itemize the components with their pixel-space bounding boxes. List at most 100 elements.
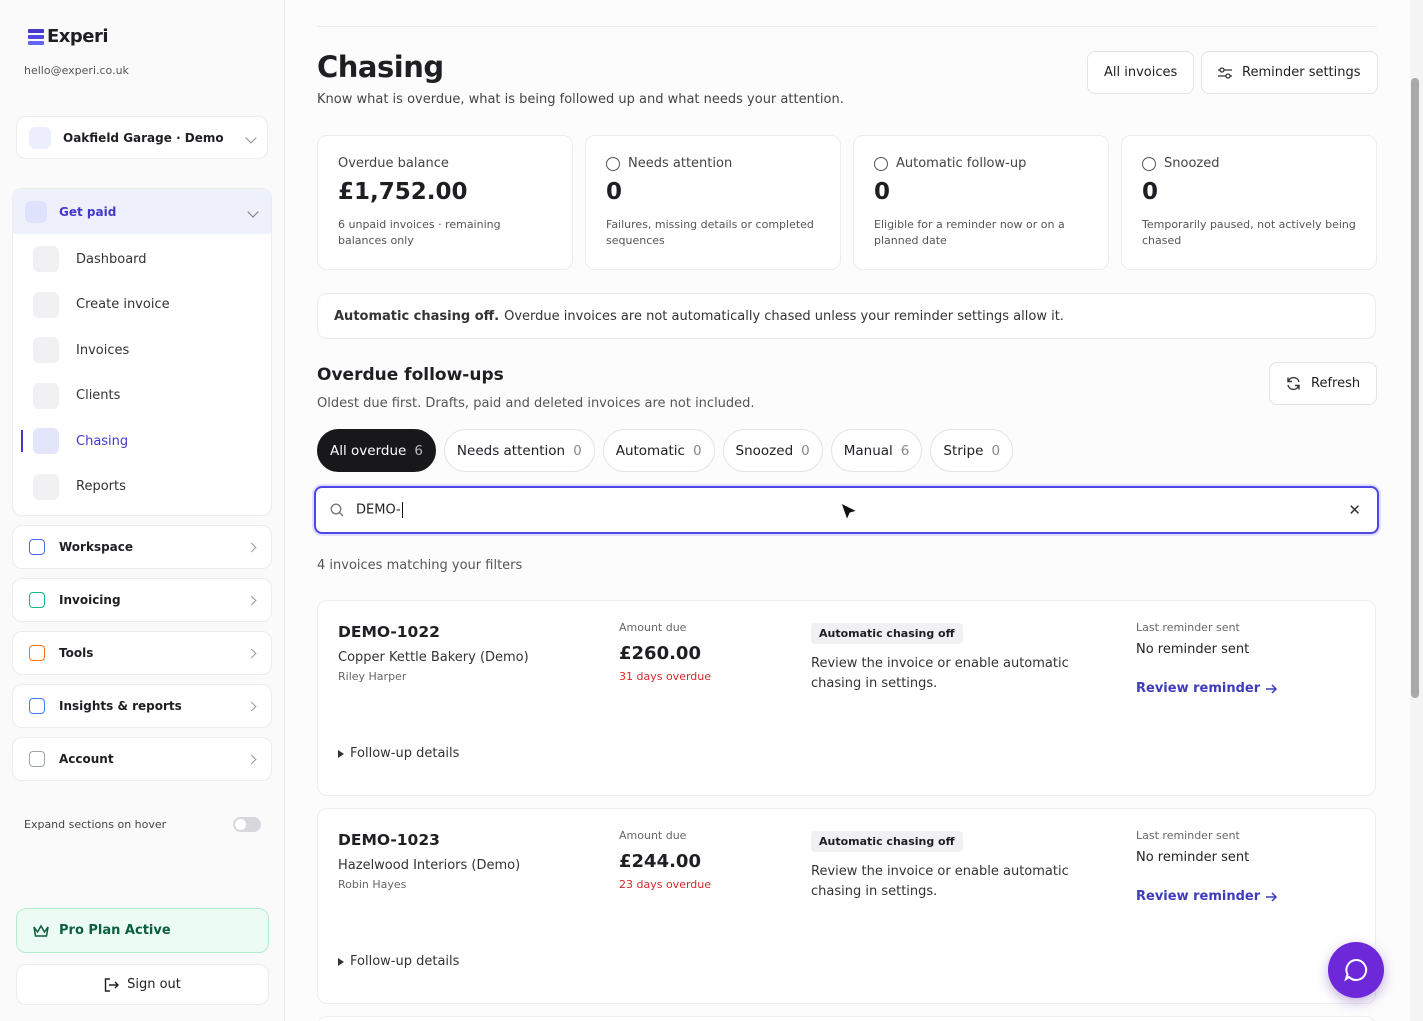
stat-label: Automatic follow-up (874, 156, 1088, 171)
chevron (247, 205, 259, 218)
follow-up-details[interactable]: Follow-up details (338, 746, 459, 761)
overdue: 23 days overdue (619, 878, 712, 891)
status-message: Review the invoice or enable automatic c… (811, 656, 1069, 691)
section-label: Workspace (59, 540, 134, 554)
review-link[interactable]: Review reminder (1136, 681, 1278, 696)
brand: Experi (28, 26, 109, 47)
stat-icon (1142, 156, 1156, 171)
email: hello@experi.co.uk (24, 64, 129, 77)
notice-text: Overdue invoices are not automatically c… (504, 308, 1064, 324)
brand-name: Experi (47, 26, 109, 47)
follow-up-details[interactable]: Follow-up details (338, 954, 459, 969)
reminder-settings-button[interactable]: Reminder settings (1201, 51, 1378, 94)
section-label: Account (59, 752, 114, 766)
nav-section[interactable]: Account (12, 737, 272, 781)
filter-tab[interactable]: All overdue 6 (317, 429, 436, 472)
chevron (246, 754, 257, 764)
tab-label: Manual (843, 442, 893, 459)
nav-section[interactable]: Insights & reports (12, 684, 272, 728)
stat-value: £1,752.00 (338, 179, 468, 205)
org-select[interactable]: Oakfield Garage · Demo (16, 116, 268, 159)
nav-item[interactable]: Reports (33, 472, 263, 502)
plan-badge[interactable]: Pro Plan Active (16, 908, 269, 953)
notice-strong: Automatic chasing off. (334, 308, 500, 324)
contact-name: Robin Hayes (338, 878, 407, 891)
filter-tab[interactable]: Needs attention 0 (443, 429, 595, 472)
invoice-card: DEMO-1022 Copper Kettle Bakery (Demo) Rile… (317, 600, 1376, 796)
nav-label: Create invoice (76, 297, 170, 312)
link-label: Review reminder (1136, 681, 1261, 696)
sign-out-button[interactable]: Sign out (16, 964, 269, 1005)
chevron (246, 595, 257, 605)
tab-count: 0 (692, 442, 702, 459)
nav-icon (33, 291, 59, 318)
amount: £260.00 (619, 643, 701, 664)
nav-item[interactable]: Create invoice (33, 290, 263, 320)
stat-label-text: Overdue balance (338, 156, 449, 171)
stat-description: 6 unpaid invoices · remaining balances o… (338, 218, 501, 247)
refresh-button[interactable]: Refresh (1269, 362, 1378, 405)
all-invoices-button[interactable]: All invoices (1087, 51, 1195, 94)
chat-icon (1344, 958, 1368, 982)
caret (401, 502, 403, 518)
nav-item[interactable]: Invoices (33, 335, 263, 365)
filter-tab[interactable]: Manual 6 (830, 429, 923, 472)
invoice-card (317, 1016, 1376, 1021)
crown-icon (33, 924, 49, 937)
chevron (246, 542, 257, 552)
last-reminder-value: No reminder sent (1136, 642, 1250, 657)
stat-description: Eligible for a reminder now or on a plan… (874, 218, 1065, 247)
stat-card: Overdue balance £1,752.00 6 unpaid invoice… (317, 135, 573, 270)
search-field: DEMO- (356, 502, 403, 518)
nav-icon (33, 246, 59, 272)
group-header[interactable]: Get paid (13, 189, 271, 234)
status-badge: Automatic chasing off (811, 831, 963, 852)
section-subtitle: Oldest due first. Drafts, paid and delet… (317, 396, 755, 411)
nav-section[interactable]: Workspace (12, 525, 272, 569)
stat-description: Failures, missing details or completed s… (606, 218, 814, 247)
status-badge: Automatic chasing off (811, 623, 963, 644)
cursor (840, 501, 859, 522)
nav-label: Invoices (76, 342, 130, 358)
group-icon (25, 200, 47, 223)
nav-label: Reports (76, 479, 126, 494)
nav-icon (33, 428, 59, 454)
filter-tab[interactable]: Automatic 0 (602, 429, 715, 472)
filter-tab[interactable]: Snoozed 0 (722, 429, 823, 472)
filter-tab[interactable]: Stripe 0 (930, 429, 1014, 472)
nav-item[interactable]: Clients (33, 381, 263, 411)
details-label: Follow-up details (350, 954, 460, 969)
filter-tabs: All overdue 6 Needs attention 0 Automatic 0 Sn… (317, 429, 1014, 472)
review-link[interactable]: Review reminder (1136, 889, 1278, 904)
amount-label: Amount due (619, 621, 687, 634)
client-name: Hazelwood Interiors (Demo) (338, 858, 521, 873)
nav-section[interactable]: Invoicing (12, 578, 272, 622)
tab-label: Automatic (615, 442, 685, 459)
stat-label-text: Automatic follow-up (896, 156, 1027, 171)
refresh-icon (1287, 376, 1300, 391)
sign-out-icon (104, 977, 120, 992)
settings-icon (1218, 66, 1232, 79)
nav-icon (33, 337, 59, 363)
tab-count: 0 (573, 442, 582, 459)
stat-card: Snoozed 0 Temporarily paused, not actively… (1121, 135, 1377, 270)
clear-button[interactable]: ✕ (1348, 501, 1361, 519)
brand-logo (28, 28, 44, 45)
nav-label: Clients (76, 388, 121, 403)
amount: £244.00 (619, 851, 701, 872)
nav-label: Chasing (76, 433, 129, 449)
nav-icon (33, 473, 59, 500)
nav-section[interactable]: Tools (12, 631, 272, 675)
button-label: Reminder settings (1242, 65, 1361, 80)
stat-label: Snoozed (1142, 156, 1356, 171)
hover-toggle[interactable] (233, 817, 261, 832)
chat-button[interactable] (1328, 942, 1384, 998)
nav-item[interactable]: Chasing (21, 426, 263, 456)
section-label: Invoicing (59, 593, 121, 607)
hover-label: Expand sections on hover (24, 818, 167, 831)
plan-label: Pro Plan Active (59, 923, 171, 938)
last-reminder-label: Last reminder sent (1136, 621, 1240, 634)
nav-item[interactable]: Dashboard (33, 244, 263, 274)
invoice-card: DEMO-1023 Hazelwood Interiors (Demo) Robin… (317, 808, 1376, 1004)
